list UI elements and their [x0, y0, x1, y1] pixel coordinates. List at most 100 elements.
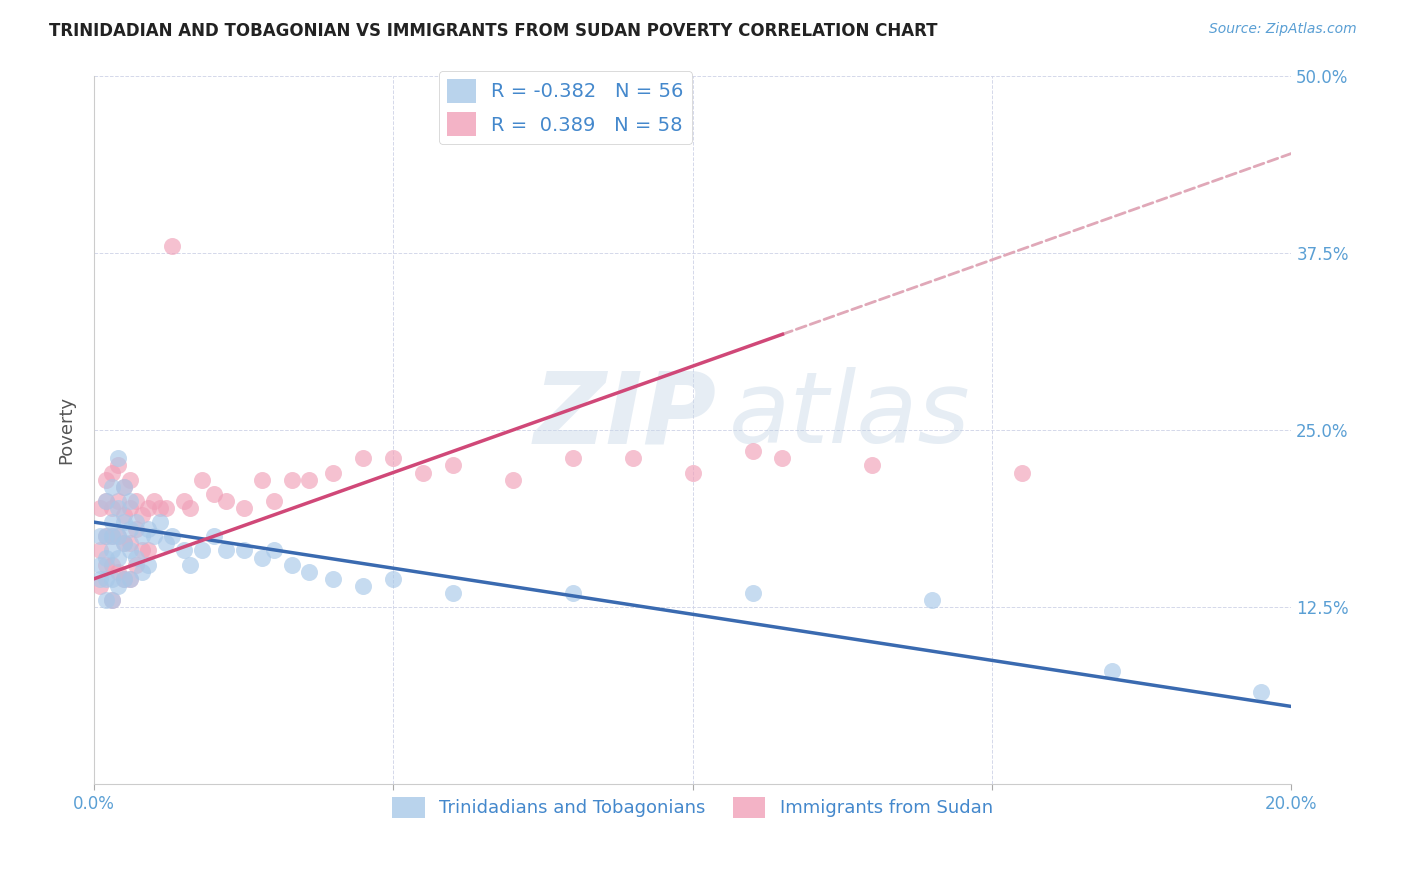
Point — [107, 565, 129, 579]
Point — [280, 558, 302, 572]
Point — [89, 579, 111, 593]
Point — [107, 494, 129, 508]
Text: TRINIDADIAN AND TOBAGONIAN VS IMMIGRANTS FROM SUDAN POVERTY CORRELATION CHART: TRINIDADIAN AND TOBAGONIAN VS IMMIGRANTS… — [49, 22, 938, 40]
Point — [101, 466, 124, 480]
Point — [101, 572, 124, 586]
Text: Source: ZipAtlas.com: Source: ZipAtlas.com — [1209, 22, 1357, 37]
Point — [94, 550, 117, 565]
Point — [250, 550, 273, 565]
Point — [155, 536, 177, 550]
Point — [94, 572, 117, 586]
Point — [125, 550, 148, 565]
Point — [921, 593, 943, 607]
Point — [101, 500, 124, 515]
Point — [118, 500, 141, 515]
Point — [101, 529, 124, 543]
Point — [112, 572, 135, 586]
Point — [298, 565, 321, 579]
Point — [561, 586, 583, 600]
Point — [125, 515, 148, 529]
Point — [1011, 466, 1033, 480]
Text: atlas: atlas — [728, 368, 970, 465]
Point — [263, 494, 285, 508]
Point — [101, 515, 124, 529]
Point — [682, 466, 704, 480]
Point — [232, 543, 254, 558]
Point — [136, 500, 159, 515]
Point — [131, 565, 153, 579]
Point — [94, 593, 117, 607]
Point — [352, 579, 374, 593]
Point — [107, 529, 129, 543]
Point — [107, 451, 129, 466]
Point — [136, 543, 159, 558]
Point — [149, 515, 172, 529]
Point — [770, 451, 793, 466]
Point — [112, 536, 135, 550]
Point — [741, 586, 763, 600]
Point — [89, 572, 111, 586]
Point — [118, 572, 141, 586]
Point — [112, 572, 135, 586]
Point — [89, 543, 111, 558]
Point — [118, 473, 141, 487]
Point — [131, 529, 153, 543]
Text: ZIP: ZIP — [534, 368, 717, 465]
Point — [118, 543, 141, 558]
Point — [298, 473, 321, 487]
Legend: Trinidadians and Tobagonians, Immigrants from Sudan: Trinidadians and Tobagonians, Immigrants… — [385, 789, 1000, 825]
Point — [94, 494, 117, 508]
Point — [214, 543, 236, 558]
Point — [190, 473, 212, 487]
Point — [118, 536, 141, 550]
Point — [131, 543, 153, 558]
Point — [173, 543, 195, 558]
Point — [382, 451, 405, 466]
Point — [441, 458, 464, 473]
Point — [149, 500, 172, 515]
Y-axis label: Poverty: Poverty — [58, 396, 75, 464]
Point — [860, 458, 883, 473]
Point — [89, 529, 111, 543]
Point — [101, 480, 124, 494]
Point — [112, 536, 135, 550]
Point — [202, 529, 225, 543]
Point — [131, 508, 153, 522]
Point — [155, 500, 177, 515]
Point — [352, 451, 374, 466]
Point — [1101, 664, 1123, 678]
Point — [112, 480, 135, 494]
Point — [136, 522, 159, 536]
Point — [621, 451, 644, 466]
Point — [741, 444, 763, 458]
Point — [263, 543, 285, 558]
Point — [107, 579, 129, 593]
Point — [101, 558, 124, 572]
Point — [441, 586, 464, 600]
Point — [125, 558, 148, 572]
Point — [202, 487, 225, 501]
Point — [101, 593, 124, 607]
Point — [250, 473, 273, 487]
Point — [382, 572, 405, 586]
Point — [561, 451, 583, 466]
Point — [502, 473, 524, 487]
Point — [101, 593, 124, 607]
Point — [118, 494, 141, 508]
Point — [280, 473, 302, 487]
Point — [107, 458, 129, 473]
Point — [118, 522, 141, 536]
Point — [322, 466, 344, 480]
Point — [214, 494, 236, 508]
Point — [179, 558, 201, 572]
Point — [94, 529, 117, 543]
Point — [412, 466, 434, 480]
Point — [160, 238, 183, 252]
Point — [125, 522, 148, 536]
Point — [112, 515, 135, 529]
Point — [112, 480, 135, 494]
Point — [190, 543, 212, 558]
Point — [89, 558, 111, 572]
Point — [89, 500, 111, 515]
Point — [112, 508, 135, 522]
